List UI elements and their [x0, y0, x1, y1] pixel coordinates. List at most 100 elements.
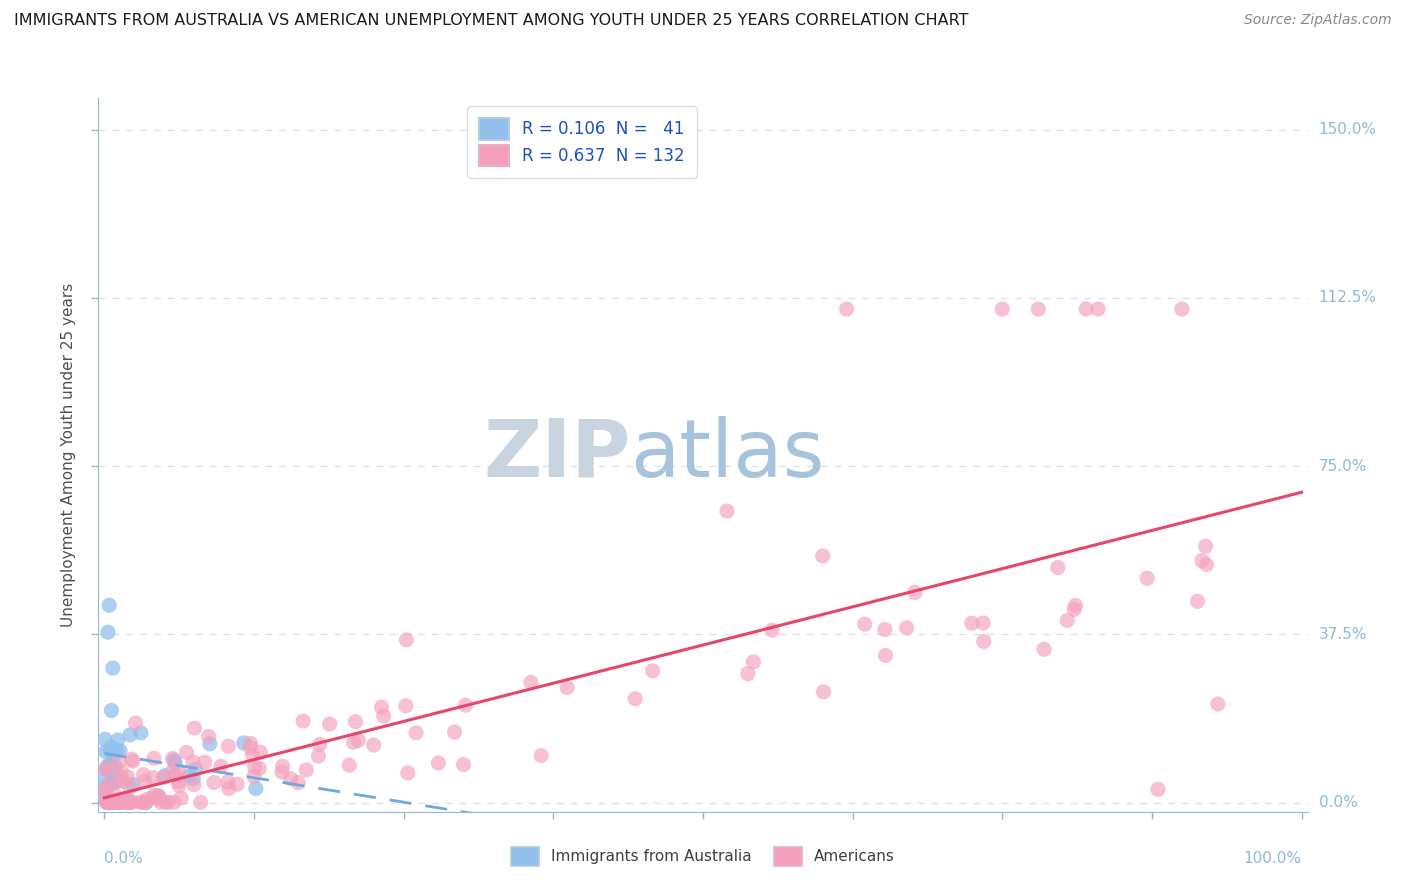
Point: [373, 709, 395, 723]
Point: [163, 753, 186, 767]
Point: [101, 661, 124, 675]
Point: [1206, 697, 1229, 711]
Point: [129, 795, 152, 809]
Point: [100, 796, 122, 810]
Point: [135, 796, 157, 810]
Text: 0.0%: 0.0%: [104, 851, 143, 865]
Point: [1063, 602, 1085, 616]
Point: [129, 795, 152, 809]
Point: [153, 769, 176, 783]
Point: [149, 795, 172, 809]
Point: [295, 763, 318, 777]
Point: [232, 736, 254, 750]
Point: [94, 782, 117, 797]
Point: [1187, 594, 1209, 608]
Text: 112.5%: 112.5%: [1319, 290, 1376, 305]
Point: [1026, 301, 1049, 316]
Point: [555, 681, 578, 695]
Point: [118, 728, 141, 742]
Point: [117, 792, 139, 806]
Point: [110, 795, 132, 809]
Point: [118, 780, 141, 794]
Point: [136, 792, 159, 806]
Point: [249, 745, 271, 759]
Text: 150.0%: 150.0%: [1319, 122, 1376, 137]
Point: [427, 756, 450, 770]
Point: [122, 777, 145, 791]
Point: [124, 716, 146, 731]
Point: [226, 777, 249, 791]
Point: [217, 739, 239, 754]
Point: [991, 301, 1014, 316]
Y-axis label: Unemployment Among Youth under 25 years: Unemployment Among Youth under 25 years: [60, 283, 76, 627]
Point: [1191, 553, 1213, 567]
Point: [1046, 560, 1069, 574]
Point: [530, 748, 553, 763]
Point: [98, 795, 121, 809]
Point: [167, 764, 190, 778]
Point: [94, 745, 117, 759]
Point: [167, 774, 190, 789]
Point: [101, 776, 124, 790]
Point: [101, 786, 124, 800]
Text: 100.0%: 100.0%: [1243, 851, 1302, 865]
Point: [163, 756, 186, 770]
Point: [97, 625, 120, 640]
Point: [197, 730, 219, 744]
Text: IMMIGRANTS FROM AUSTRALIA VS AMERICAN UNEMPLOYMENT AMONG YOUTH UNDER 25 YEARS CO: IMMIGRANTS FROM AUSTRALIA VS AMERICAN UN…: [14, 13, 969, 29]
Point: [117, 796, 139, 810]
Point: [395, 698, 418, 713]
Point: [443, 725, 465, 739]
Point: [110, 773, 132, 788]
Point: [97, 761, 120, 775]
Point: [1033, 642, 1056, 657]
Point: [242, 748, 264, 763]
Point: [103, 795, 125, 809]
Point: [271, 765, 294, 780]
Point: [813, 685, 835, 699]
Point: [129, 726, 152, 740]
Point: [641, 664, 664, 678]
Point: [395, 632, 418, 647]
Point: [110, 764, 132, 778]
Point: [243, 760, 266, 774]
Point: [114, 793, 136, 807]
Point: [972, 615, 994, 630]
Point: [94, 789, 117, 804]
Point: [292, 714, 315, 728]
Point: [1195, 558, 1218, 572]
Point: [122, 754, 145, 768]
Text: atlas: atlas: [630, 416, 825, 494]
Point: [405, 726, 427, 740]
Point: [904, 585, 927, 599]
Point: [96, 763, 118, 777]
Point: [103, 795, 125, 809]
Point: [454, 698, 477, 713]
Point: [97, 796, 120, 810]
Point: [162, 751, 184, 765]
Point: [170, 791, 193, 805]
Point: [184, 762, 207, 776]
Point: [453, 757, 475, 772]
Point: [132, 767, 155, 781]
Point: [111, 795, 134, 809]
Point: [761, 623, 783, 637]
Point: [112, 774, 135, 789]
Point: [104, 760, 127, 774]
Point: [97, 795, 120, 809]
Point: [853, 617, 876, 632]
Text: 75.0%: 75.0%: [1319, 458, 1367, 474]
Point: [148, 789, 170, 803]
Point: [100, 740, 122, 755]
Point: [165, 768, 187, 782]
Point: [98, 759, 121, 773]
Point: [105, 795, 128, 809]
Point: [183, 778, 205, 792]
Point: [181, 755, 204, 769]
Point: [624, 691, 647, 706]
Text: 0.0%: 0.0%: [1319, 796, 1357, 810]
Point: [96, 759, 118, 773]
Point: [342, 735, 364, 749]
Point: [218, 781, 240, 796]
Point: [347, 733, 370, 747]
